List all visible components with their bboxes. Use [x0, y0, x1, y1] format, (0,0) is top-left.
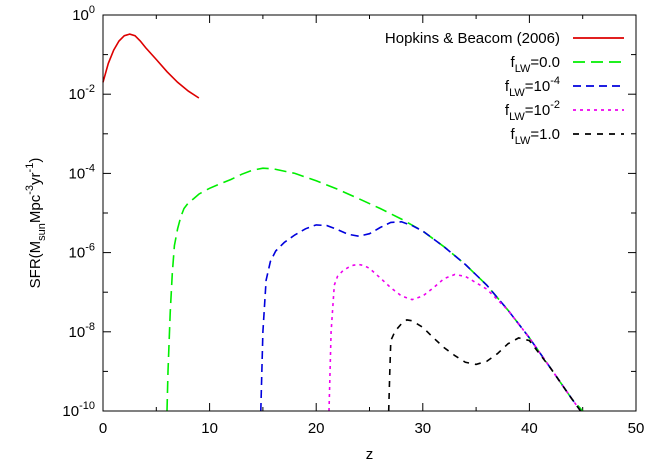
y-tick-label: 10-4 — [69, 162, 95, 182]
series-line-1 — [102, 33, 200, 99]
x-tick-label: 0 — [99, 420, 107, 437]
plot-frame — [102, 14, 637, 412]
series-line-4 — [328, 263, 582, 412]
y-tick-label: 10-6 — [69, 242, 95, 262]
legend: Hopkins & Beacom (2006)fLW=0.0fLW=10-4fL… — [385, 30, 624, 147]
x-tick-label: 30 — [414, 420, 431, 437]
y-tick-label: 100 — [72, 4, 95, 24]
series-line-3 — [260, 220, 582, 412]
legend-label: fLW=10-4 — [505, 75, 560, 99]
x-tick-label: 50 — [628, 420, 645, 437]
series-layer — [102, 33, 584, 412]
y-tick-labels: 100 10-2 10-4 10-6 10-8 10-10 — [62, 4, 95, 420]
legend-label: fLW=0.0 — [511, 54, 560, 75]
x-tick-label: 10 — [201, 420, 218, 437]
y-tick-label: 10-2 — [69, 83, 95, 103]
legend-label: fLW=1.0 — [511, 126, 560, 147]
y-axis-title: SFR(MsunMpc-3yr-1) — [24, 158, 48, 289]
series-line-5 — [387, 319, 582, 412]
x-tick-labels: 0 10 20 30 40 50 — [99, 420, 645, 437]
y-tick-label: 10-10 — [62, 400, 95, 420]
legend-label: Hopkins & Beacom (2006) — [385, 30, 560, 47]
y-tick-label: 10-8 — [69, 321, 95, 341]
x-tick-label: 40 — [521, 420, 538, 437]
legend-label: fLW=10-2 — [505, 99, 560, 123]
x-tick-label: 20 — [308, 420, 325, 437]
x-axis-title: z — [366, 446, 374, 463]
series-line-2 — [166, 167, 584, 412]
